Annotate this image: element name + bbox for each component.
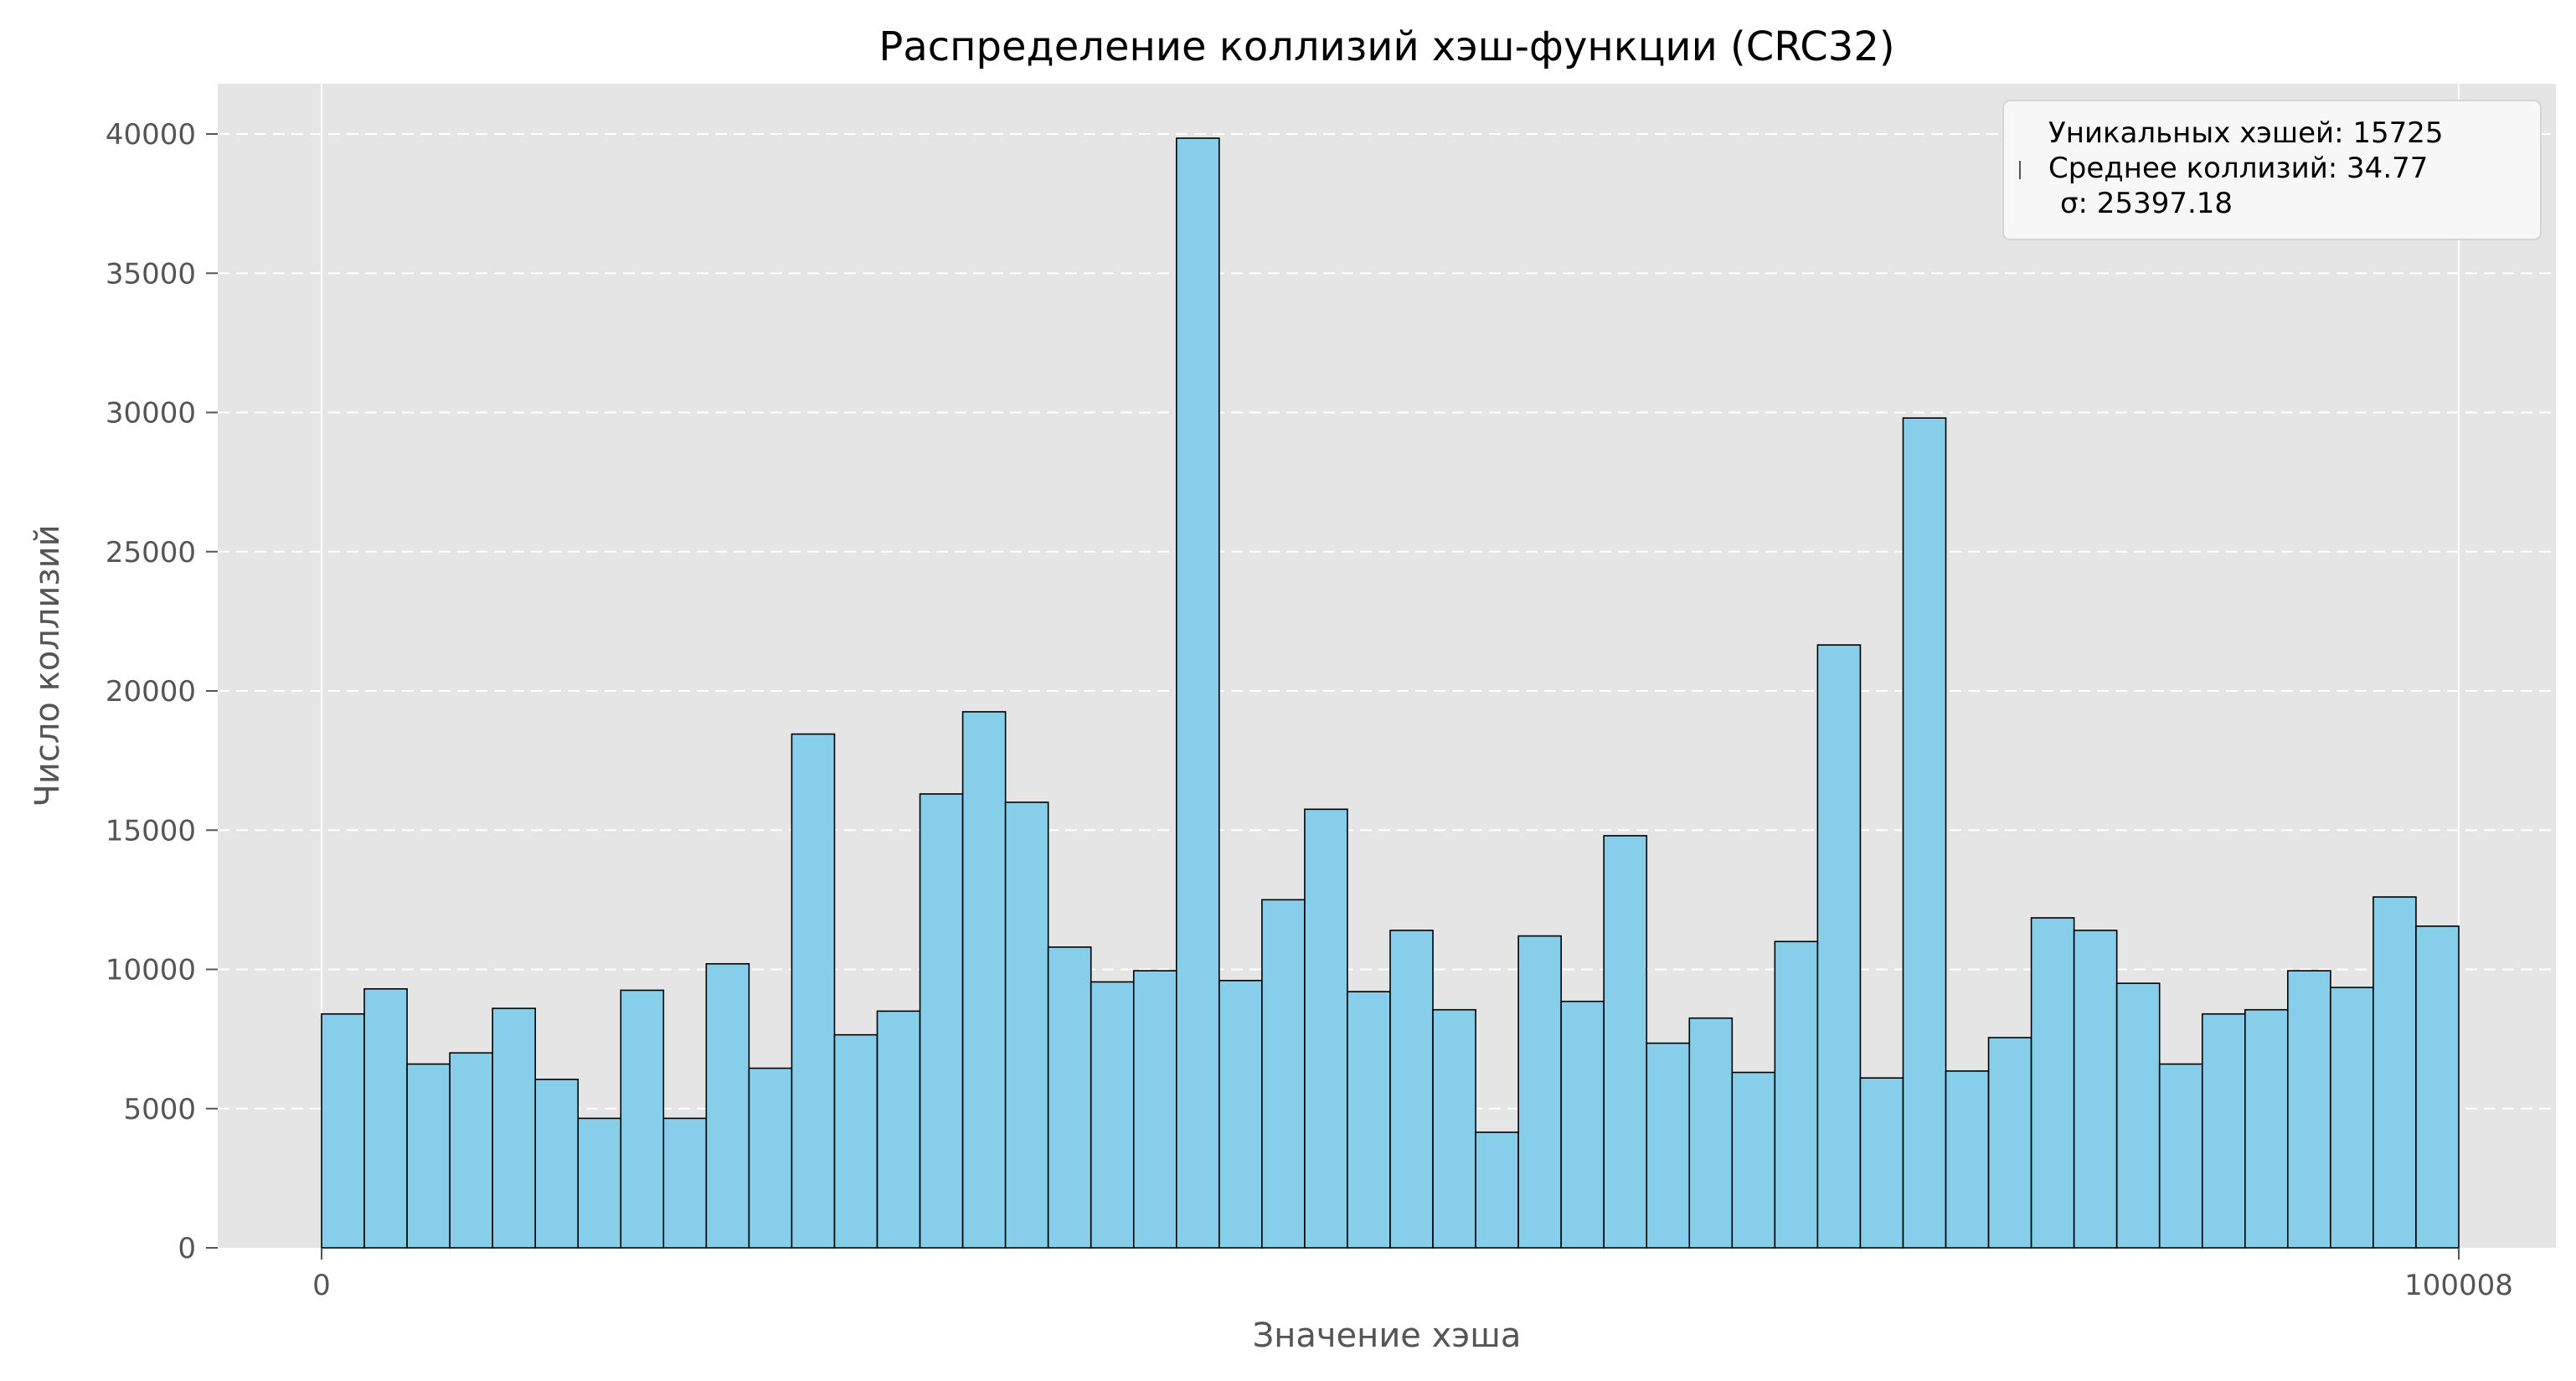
histogram-bar bbox=[1902, 417, 1947, 1249]
y-tick-label: 25000 bbox=[106, 536, 196, 569]
x-axis-label: Значение хэша bbox=[1253, 1317, 1522, 1355]
histogram-bar bbox=[1304, 808, 1348, 1249]
histogram-bar bbox=[1047, 946, 1092, 1249]
histogram-bar bbox=[321, 1013, 365, 1249]
histogram-bar bbox=[1132, 970, 1177, 1249]
x-tick-label: 0 bbox=[312, 1269, 331, 1302]
histogram-bar bbox=[620, 989, 665, 1249]
y-tick-label: 35000 bbox=[106, 257, 196, 291]
histogram-bar bbox=[1475, 1131, 1519, 1249]
histogram-bar bbox=[1090, 981, 1135, 1249]
histogram-bar bbox=[1731, 1071, 1776, 1249]
histogram-bar bbox=[1218, 980, 1263, 1249]
histogram-bar bbox=[363, 987, 408, 1249]
histogram-bar bbox=[1347, 991, 1391, 1249]
histogram-bar bbox=[406, 1063, 451, 1249]
histogram-bar bbox=[1389, 930, 1434, 1249]
histogram-bar bbox=[1560, 1000, 1605, 1249]
histogram-bar bbox=[1816, 644, 1862, 1249]
histogram-bar bbox=[534, 1079, 580, 1249]
legend-entry: σ: 25397.18 bbox=[2060, 187, 2233, 220]
histogram-bar bbox=[2287, 970, 2331, 1249]
y-tick-label: 40000 bbox=[106, 118, 196, 152]
y-tick-label: 15000 bbox=[106, 814, 196, 848]
histogram-bar bbox=[1176, 137, 1220, 1249]
histogram-bar bbox=[449, 1052, 493, 1249]
histogram-bar bbox=[705, 963, 750, 1249]
histogram-bar bbox=[2158, 1063, 2203, 1249]
histogram-bar bbox=[1603, 835, 1648, 1249]
y-tick-label: 5000 bbox=[123, 1093, 196, 1126]
y-axis-ticks: 0 5000 10000 15000 20000 25000 30000 35000 40000 bbox=[106, 118, 218, 1265]
histogram-bar bbox=[2415, 925, 2460, 1249]
histogram-bar bbox=[1432, 1008, 1476, 1249]
histogram-bar bbox=[1688, 1017, 1734, 1249]
histogram-bar bbox=[577, 1117, 622, 1249]
histogram-bar bbox=[2201, 1013, 2246, 1249]
histogram-bar bbox=[791, 733, 836, 1249]
histogram-bar bbox=[1774, 940, 1819, 1249]
histogram-bar bbox=[1859, 1077, 1904, 1249]
histogram-bar bbox=[748, 1067, 793, 1249]
legend-entry: Уникальных хэшей: 15725 bbox=[2048, 116, 2444, 150]
y-tick-label: 30000 bbox=[106, 397, 196, 430]
x-axis-ticks: 0 100008 bbox=[312, 1248, 2513, 1302]
histogram-bar bbox=[833, 1033, 878, 1249]
histogram-bar bbox=[492, 1007, 536, 1249]
histogram-bar bbox=[1987, 1037, 2032, 1249]
histogram-bar bbox=[2073, 930, 2118, 1249]
histogram-bar bbox=[1004, 801, 1049, 1249]
histogram-bar bbox=[2030, 917, 2075, 1249]
histogram-bar bbox=[2244, 1008, 2289, 1249]
histogram-bar bbox=[2330, 987, 2374, 1249]
histogram-bar bbox=[1517, 935, 1562, 1249]
histogram-bar bbox=[961, 711, 1007, 1249]
legend-box bbox=[2002, 100, 2542, 240]
histogram-bar bbox=[876, 1010, 921, 1249]
histogram-bar bbox=[1646, 1042, 1691, 1249]
histogram-bar bbox=[1261, 899, 1306, 1249]
y-tick-label: 10000 bbox=[106, 954, 196, 987]
x-tick-label: 100008 bbox=[2404, 1269, 2513, 1302]
legend: Уникальных хэшей: 15725 Среднее коллизий… bbox=[2002, 100, 2542, 240]
chart-title: Распределение коллизий хэш-функции (CRC3… bbox=[878, 23, 1894, 70]
bars bbox=[321, 137, 2460, 1249]
histogram-bar bbox=[2115, 982, 2161, 1249]
histogram-bar bbox=[2372, 896, 2417, 1249]
histogram-bar bbox=[1945, 1070, 1990, 1249]
histogram-bar bbox=[662, 1117, 708, 1249]
legend-entry: Среднее коллизий: 34.77 bbox=[2048, 152, 2428, 185]
histogram-bar bbox=[919, 793, 964, 1249]
y-tick-label: 0 bbox=[178, 1232, 196, 1265]
y-axis-label: Число коллизий bbox=[28, 524, 67, 806]
y-tick-label: 20000 bbox=[106, 675, 196, 709]
